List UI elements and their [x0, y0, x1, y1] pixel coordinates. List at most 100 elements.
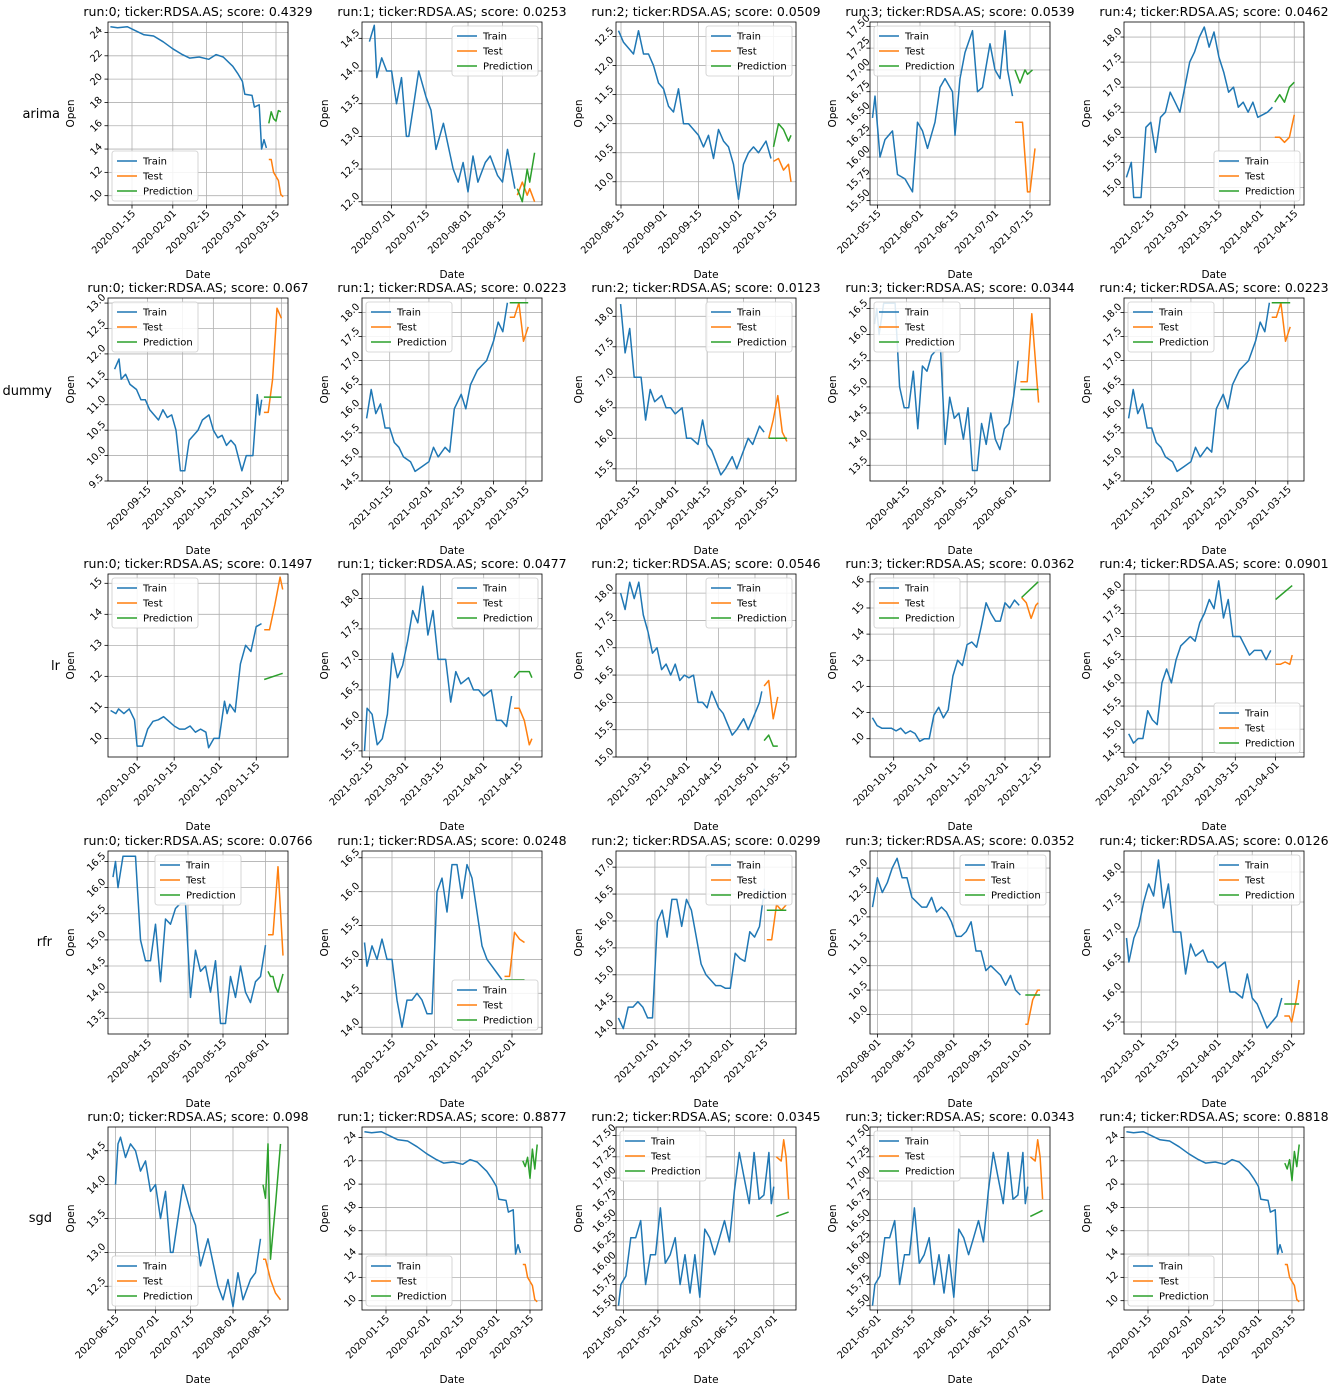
y-tick-label: 16.5 [339, 847, 362, 870]
x-axis-label: Date [1201, 269, 1226, 281]
series-line-prediction [772, 122, 792, 148]
y-tick-label: 15.0 [339, 948, 362, 971]
y-axis-label: Open [319, 99, 331, 127]
y-tick-label: 12.5 [339, 158, 362, 181]
subplot-grid: 10121416182022242020-01-152020-02-012020… [65, 4, 1329, 1386]
subplot-rfr-3: 10.010.511.011.512.012.513.02020-08-0120… [827, 833, 1075, 1110]
x-axis-label: Date [947, 269, 972, 281]
subplot-title: run:3; ticker:RDSA.AS; score: 0.0343 [845, 1109, 1074, 1124]
y-tick-label: 16.25 [591, 1229, 619, 1257]
y-tick-label: 15.5 [339, 422, 362, 445]
y-tick-label: 16.0 [339, 881, 362, 904]
y-tick-label: 12.5 [85, 318, 108, 341]
y-tick-label: 15.5 [847, 350, 870, 373]
legend-label-test: Test [736, 323, 757, 334]
legend: Train Test Prediction [365, 301, 453, 353]
legend: Train Test Prediction [111, 577, 199, 629]
y-tick-label: 20 [342, 1176, 359, 1193]
legend-box [1213, 854, 1301, 906]
x-axis-label: Date [439, 1098, 464, 1110]
legend-label-train: Train [482, 584, 507, 595]
y-axis-label: Open [65, 99, 77, 127]
x-axis-label: Date [185, 1374, 210, 1386]
legend-box [705, 854, 793, 906]
y-tick-label: 14.0 [847, 428, 870, 451]
y-tick-label: 12 [88, 669, 105, 686]
series-line-test [1020, 312, 1040, 403]
series-line-train [619, 304, 765, 476]
y-tick-label: 16.5 [593, 883, 616, 906]
y-tick-label: 16.5 [339, 374, 362, 397]
y-tick-label: 13.5 [847, 454, 870, 477]
legend: Train Test Prediction [705, 301, 793, 353]
subplot-title: run:1; ticker:RDSA.AS; score: 0.0253 [337, 4, 566, 19]
y-tick-label: 15.5 [1101, 151, 1124, 174]
series-line-test [263, 1258, 282, 1301]
axes-frame [361, 297, 543, 482]
subplot-title: run:1; ticker:RDSA.AS; score: 0.0477 [337, 556, 566, 571]
series-line-prediction [268, 109, 282, 124]
y-tick-label: 13 [850, 653, 867, 670]
series-line-test [516, 181, 536, 202]
y-tick-label: 18 [1104, 1200, 1121, 1217]
y-tick-label: 18.0 [1101, 861, 1124, 884]
x-axis-label: Date [1201, 1098, 1226, 1110]
y-tick-label: 13.0 [85, 1241, 108, 1264]
y-tick-label: 15.0 [1101, 177, 1124, 200]
legend: Train Test Prediction [1213, 702, 1301, 754]
y-tick-label: 15.75 [845, 166, 873, 194]
y-tick-label: 15.5 [593, 937, 616, 960]
axes-frame [615, 297, 797, 482]
y-tick-label: 15.5 [593, 458, 616, 481]
y-tick-label: 17.00 [591, 1165, 619, 1193]
subplot-sgd-0: 12.513.013.514.014.52020-06-152020-07-01… [65, 1109, 309, 1386]
y-tick-label: 18.0 [1101, 579, 1124, 602]
subplot-title: run:0; ticker:RDSA.AS; score: 0.067 [87, 280, 308, 295]
x-axis-label: Date [1201, 821, 1226, 833]
legend-label-test: Test [904, 1152, 925, 1163]
legend-box [111, 150, 199, 202]
legend-label-test: Test [650, 1152, 671, 1163]
y-tick-label: 22 [1104, 1153, 1121, 1170]
series-line-train [1127, 302, 1271, 473]
y-tick-label: 14.5 [1101, 741, 1124, 764]
y-tick-label: 12.0 [85, 343, 108, 366]
series-line-test [1274, 114, 1296, 144]
y-tick-label: 14.0 [593, 1018, 616, 1041]
x-axis-label: Date [947, 821, 972, 833]
series-line-train [1126, 1130, 1284, 1255]
y-tick-label: 17.0 [593, 366, 616, 389]
legend-label-prediction: Prediction [737, 891, 787, 902]
x-axis-label: Date [947, 1098, 972, 1110]
y-tick-label: 14.5 [847, 402, 870, 425]
legend: Train Test Prediction [873, 577, 961, 629]
subplot-title: run:3; ticker:RDSA.AS; score: 0.0539 [845, 4, 1074, 19]
y-tick-label: 22 [342, 1153, 359, 1170]
series-line-train [617, 1151, 775, 1306]
legend-label-prediction: Prediction [651, 1167, 701, 1178]
axes-frame [107, 850, 289, 1035]
y-tick-label: 15 [850, 600, 867, 617]
legend-label-prediction: Prediction [143, 187, 193, 198]
y-tick-label: 15.75 [591, 1271, 619, 1299]
y-axis-label: Open [65, 375, 77, 403]
y-tick-label: 12 [850, 679, 867, 696]
legend-label-test: Test [1244, 724, 1265, 735]
legend-label-prediction: Prediction [1159, 338, 1209, 349]
y-tick-label: 17.25 [591, 1144, 619, 1172]
subplot-title: run:3; ticker:RDSA.AS; score: 0.0352 [845, 833, 1074, 848]
y-tick-label: 15.0 [1101, 446, 1124, 469]
subplot-arima-0: 10121416182022242020-01-152020-02-012020… [65, 4, 313, 281]
legend-label-test: Test [185, 876, 206, 887]
legend: Train Test Prediction [873, 1130, 961, 1182]
subplot-title: run:4; ticker:RDSA.AS; score: 0.0462 [1099, 4, 1328, 19]
y-tick-label: 17.5 [1101, 326, 1124, 349]
x-axis-label: Date [693, 545, 718, 557]
series-line-prediction [1014, 69, 1033, 84]
y-axis-label: Open [319, 651, 331, 679]
legend-label-prediction: Prediction [1245, 187, 1295, 198]
series-line-train [114, 1136, 262, 1308]
y-tick-label: 17.0 [1101, 76, 1124, 99]
series-line-test [1021, 597, 1039, 620]
series-line-prediction [262, 1143, 282, 1260]
